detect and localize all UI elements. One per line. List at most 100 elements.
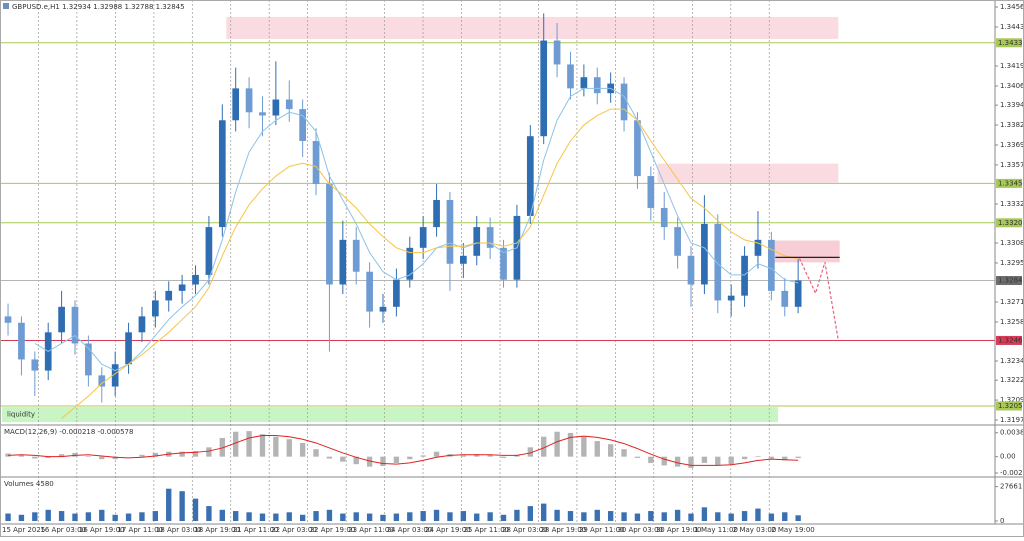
y-tick-label: 1.3419 — [1000, 62, 1024, 70]
macd-bar — [139, 454, 145, 457]
candle-body — [352, 239, 360, 272]
level-label: 1.32058 — [998, 402, 1024, 410]
candle-body — [593, 77, 601, 94]
macd-bar — [112, 456, 118, 460]
volume-bar — [768, 513, 775, 521]
macd-bar — [554, 431, 560, 457]
volume-bar — [715, 512, 721, 521]
volume-bar — [85, 512, 92, 521]
x-tick-label: 25 Apr 11:00 — [463, 526, 509, 534]
candle-body — [620, 83, 628, 121]
x-tick-label: 28 Apr 19:00 — [540, 526, 586, 534]
zone — [226, 16, 839, 39]
volume-bar — [380, 514, 386, 521]
x-tick-label: 24 Apr 03:00 — [387, 526, 433, 534]
macd-bar — [460, 455, 467, 457]
symbol-icon — [3, 3, 9, 9]
macd-bar — [674, 456, 681, 467]
level-label-box — [996, 218, 1022, 228]
x-tick-label: 17 Apr 11:00 — [117, 526, 163, 534]
volume-bar — [45, 509, 51, 521]
macd-bar — [313, 449, 319, 457]
zone-label: liquidity — [7, 411, 35, 419]
volume-bar — [661, 512, 667, 521]
volume-bar — [179, 491, 185, 521]
volume-bar — [299, 514, 306, 521]
candle-body — [567, 64, 574, 89]
candle-body — [138, 316, 146, 333]
candle-body — [165, 290, 173, 301]
moving-average — [34, 87, 799, 372]
volume-bar — [393, 513, 400, 521]
x-tick-label: 21 Apr 11:00 — [233, 526, 279, 534]
level-label-box — [996, 401, 1022, 411]
volume-bar — [594, 509, 600, 521]
candle-body — [526, 136, 534, 216]
macd-bar — [246, 431, 252, 457]
macd-bar — [768, 456, 775, 459]
macd-bar — [286, 439, 292, 457]
volume-bar — [366, 513, 373, 521]
candle-body — [446, 199, 454, 264]
candle-body — [299, 109, 306, 141]
candle-body — [500, 247, 507, 280]
level-label: 1.32469 — [998, 336, 1024, 344]
volume-title: Volumes 4580 — [4, 480, 54, 488]
candle-body — [312, 140, 320, 185]
candle-body — [98, 375, 106, 387]
candle-body — [687, 255, 695, 285]
macd-bar — [18, 455, 25, 457]
macd-bar — [420, 455, 426, 457]
macd-bar — [273, 436, 279, 457]
macd-bar — [407, 456, 413, 460]
candle-body — [85, 343, 92, 376]
candle-body — [18, 322, 25, 360]
volume-bar — [58, 511, 65, 521]
macd-bar — [233, 431, 239, 457]
x-tick-label: 30 Apr 03:00 — [617, 526, 663, 534]
volume-bar — [72, 513, 78, 521]
volume-bar — [581, 512, 587, 521]
macd-bar — [741, 456, 748, 460]
x-tick-label: 1 May 11:00 — [694, 526, 738, 534]
volume-bar — [514, 509, 520, 521]
candle-body — [634, 120, 641, 177]
macd-bar — [152, 452, 159, 457]
macd-bar — [621, 449, 627, 457]
candle-body — [754, 239, 762, 256]
x-tick-label: 2 May 03:00 — [733, 526, 777, 534]
volume-bar — [353, 512, 359, 521]
y-tick-label: 1.32340 — [1000, 357, 1024, 365]
candle-body — [151, 300, 159, 317]
y-tick-label: 1.32585 — [1000, 318, 1024, 326]
y-tick-label: 1.34560 — [1000, 3, 1024, 11]
candle-body — [205, 227, 213, 275]
macd-bar — [715, 456, 721, 466]
volume-bar — [474, 513, 480, 521]
y-tick-label: 1.33570 — [1000, 161, 1024, 169]
volume-bar — [741, 511, 748, 521]
volume-bar — [246, 512, 252, 521]
candle-body — [339, 239, 347, 285]
candle-body — [393, 279, 400, 307]
volume-bar — [18, 514, 25, 521]
candle-body — [674, 227, 681, 256]
x-tick-label: 22 Apr 19:00 — [310, 526, 356, 534]
macd-bar — [192, 451, 199, 457]
y-tick-label: 1.33325 — [1000, 200, 1024, 208]
y-tick-label: 1.32710 — [1000, 298, 1024, 306]
macd-bar — [179, 451, 185, 457]
candle-body — [768, 239, 775, 291]
candle-body — [540, 40, 548, 137]
volume-bar — [99, 509, 105, 521]
volume-bar — [648, 511, 654, 521]
y-tick-label: 0.00 — [1000, 453, 1016, 461]
y-tick-label: 1.32095 — [1000, 396, 1024, 404]
macd-bar — [299, 442, 306, 457]
macd-bar — [206, 447, 212, 457]
volume-bar — [621, 512, 627, 521]
candle-body — [111, 364, 119, 387]
x-tick-label: 29 Apr 11:00 — [579, 526, 625, 534]
macd-bar — [634, 456, 641, 458]
y-tick-label: 1.32220 — [1000, 376, 1024, 384]
